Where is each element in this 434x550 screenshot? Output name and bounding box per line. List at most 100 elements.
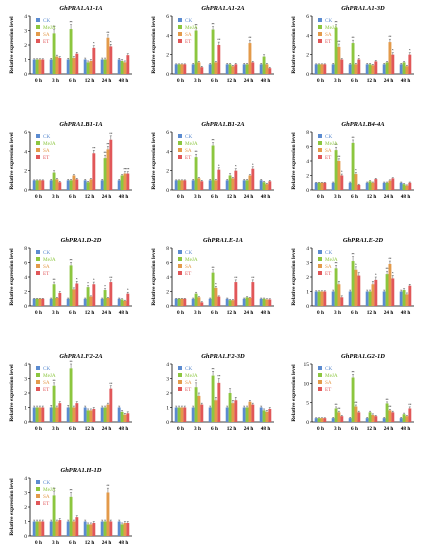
legend-swatch-et (36, 387, 40, 391)
bar-ck-5 (259, 298, 263, 306)
legend-label-ck: CK (43, 18, 50, 24)
bar-meja-2 (69, 265, 73, 306)
significance-label: ** (234, 275, 238, 280)
legend-swatch-ck (318, 134, 322, 138)
bar-meja-2 (351, 142, 355, 190)
y-tick-label: 10 (304, 381, 310, 387)
legend-label-ck: CK (43, 134, 50, 140)
x-tick-label: 12 h (227, 310, 237, 316)
y-tick-label: 0 (24, 534, 27, 540)
chart-panel-8: GhPRA1.E-2D Relative expression level 0 1 2 3… (291, 237, 414, 316)
significance-label: ** (211, 265, 215, 270)
x-tick-label: 24 h (244, 310, 254, 316)
bar-et-0 (183, 407, 187, 422)
bar-meja-1 (52, 495, 56, 536)
x-tick-label: 12 h (367, 310, 377, 316)
bar-sa-2 (72, 175, 76, 190)
y-tick-label: 2 (166, 169, 169, 175)
bar-sa-4 (388, 263, 392, 306)
y-tick-label: 3 (306, 261, 309, 267)
significance-label: ** (334, 142, 338, 147)
bar-ck-2 (348, 418, 352, 422)
bar-ck-3 (83, 521, 87, 536)
x-tick-label: 6 h (69, 194, 76, 200)
legend-swatch-meja (36, 487, 40, 491)
bar-et-5 (126, 522, 130, 536)
bar-et-4 (109, 46, 113, 74)
bar-sa-0 (180, 180, 184, 190)
x-tick-label: 0 h (177, 194, 184, 200)
x-tick-label: 0 h (35, 540, 42, 546)
significance-label: ** (351, 369, 355, 374)
bar-meja-5 (402, 184, 406, 190)
bar-sa-0 (320, 418, 324, 422)
legend-label-et: ET (185, 155, 192, 161)
significance-label: * (218, 163, 220, 168)
bar-ck-0 (32, 59, 36, 74)
bar-ck-3 (225, 298, 229, 306)
bar-et-1 (58, 292, 62, 306)
y-tick-label: 4 (306, 33, 309, 39)
y-tick-label: 0 (24, 72, 27, 78)
bar-ck-3 (225, 407, 229, 422)
legend-swatch-ck (178, 366, 182, 370)
legend-label-et: ET (43, 155, 50, 161)
bar-ck-1 (191, 407, 195, 422)
bar-et-1 (58, 182, 62, 190)
x-tick-label: 0 h (35, 426, 42, 432)
legend-swatch-et (178, 387, 182, 391)
significance-label: * (355, 168, 357, 173)
bar-sa-2 (214, 287, 218, 306)
bar-ck-4 (100, 407, 104, 422)
bar-et-4 (391, 54, 395, 74)
x-tick-label: 24 h (102, 310, 112, 316)
bar-et-4 (109, 388, 113, 422)
bar-et-1 (340, 297, 344, 306)
y-tick-label: 6 (24, 261, 27, 267)
x-tick-label: 12 h (367, 194, 377, 200)
bar-meja-0 (35, 298, 39, 306)
significance-label: ** (217, 374, 221, 379)
bar-meja-4 (103, 59, 107, 74)
y-tick-label: 2 (306, 53, 309, 59)
x-tick-label: 12 h (85, 540, 95, 546)
bar-sa-0 (320, 64, 324, 74)
bar-ck-1 (191, 64, 195, 74)
significance-label: * (76, 276, 78, 281)
bar-ck-4 (100, 180, 104, 190)
chart-title: GhPRA1.A1-1A (59, 5, 103, 12)
y-tick-label: 4 (24, 275, 27, 281)
bar-ck-4 (382, 182, 386, 190)
bar-sa-3 (371, 284, 375, 306)
legend-swatch-sa (36, 148, 40, 152)
bar-ck-2 (348, 291, 352, 306)
x-tick-label: 0 h (35, 194, 42, 200)
bar-sa-5 (123, 173, 127, 190)
x-tick-label: 6 h (211, 78, 218, 84)
y-tick-label: 4 (24, 362, 27, 368)
bar-meja-5 (402, 414, 406, 422)
bar-ck-3 (83, 59, 87, 74)
bar-ck-2 (208, 180, 212, 190)
legend-swatch-sa (36, 380, 40, 384)
bar-meja-5 (402, 62, 406, 74)
legend-swatch-et (318, 387, 322, 391)
legend-swatch-ck (36, 366, 40, 370)
legend-label-et: ET (43, 387, 50, 393)
y-tick-label: 4 (166, 149, 169, 155)
bar-sa-0 (38, 59, 42, 74)
bar-ck-5 (117, 521, 121, 536)
bar-ck-0 (174, 298, 178, 306)
x-tick-label: 12 h (367, 426, 377, 432)
bar-sa-2 (354, 269, 358, 306)
significance-label: ** (334, 20, 338, 25)
significance-label: ** (123, 167, 127, 172)
y-axis-label: Relative expression level (151, 248, 157, 306)
legend-label-sa: SA (325, 264, 332, 270)
significance-label: ** (109, 275, 113, 280)
chart-panel-6: GhPRA1.D-2D Relative expression level 0 2 4 6… (9, 237, 132, 316)
y-tick-label: 0 (306, 188, 309, 194)
bar-ck-2 (208, 298, 212, 306)
significance-label: * (392, 271, 394, 276)
